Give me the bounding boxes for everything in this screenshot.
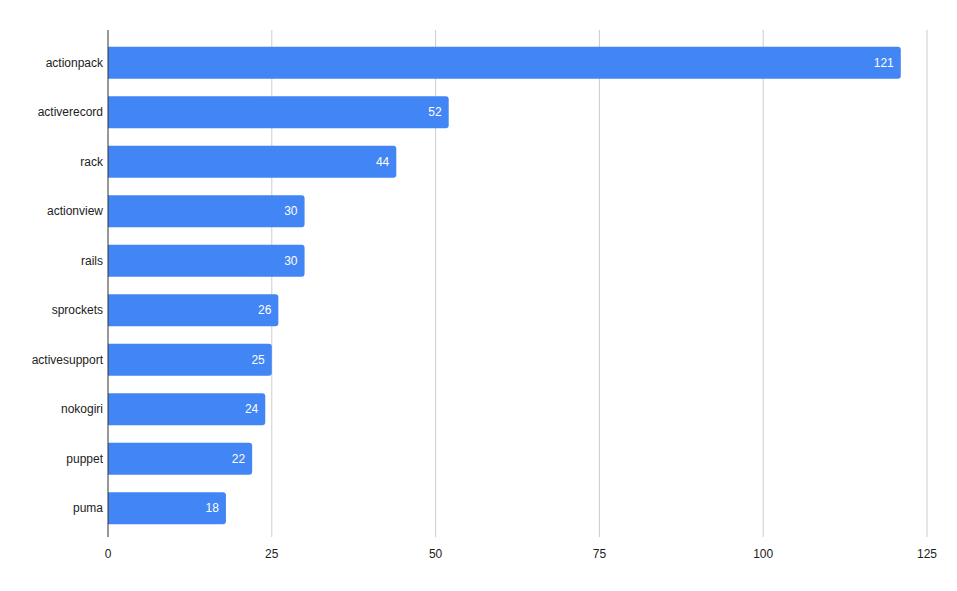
data-label: 52 (428, 105, 442, 119)
tick-label: 75 (593, 547, 607, 561)
data-label: 30 (284, 254, 298, 268)
tick-label: 0 (105, 547, 112, 561)
category-label: actionview (47, 204, 103, 218)
category-label: sprockets (52, 303, 103, 317)
bars (108, 47, 901, 525)
bar (108, 245, 305, 277)
bar (108, 344, 272, 376)
axis-line (108, 30, 109, 537)
bar (108, 393, 265, 425)
data-label: 24 (245, 402, 259, 416)
bar (108, 47, 901, 79)
tick-label: 50 (429, 547, 443, 561)
bar (108, 492, 226, 524)
value-axis-extent (108, 537, 927, 538)
data-label: 26 (258, 303, 272, 317)
category-label: rails (81, 254, 103, 268)
category-label: rack (80, 155, 104, 169)
grid-line (927, 30, 928, 537)
data-label: 30 (284, 204, 298, 218)
data-label: 44 (376, 155, 390, 169)
grid-line (599, 30, 600, 537)
data-label: 22 (232, 452, 246, 466)
chart-svg: 0 25 50 75 100 125 121 52 44 30 30 26 25 24 22 18 action… (0, 0, 957, 591)
data-label: 121 (874, 56, 894, 70)
category-label: activesupport (32, 353, 104, 367)
tick-label: 25 (265, 547, 279, 561)
tick-label: 125 (917, 547, 937, 561)
data-labels: 121 52 44 30 30 26 25 24 22 18 (206, 56, 895, 516)
data-label: 18 (206, 501, 220, 515)
bar (108, 146, 396, 178)
category-label: actionpack (46, 56, 104, 70)
chart-container: 0 25 50 75 100 125 121 52 44 30 30 26 25 24 22 18 action… (0, 0, 957, 591)
bar (108, 96, 449, 128)
data-label: 25 (251, 353, 265, 367)
grid-line (763, 30, 764, 537)
bar (108, 195, 305, 227)
category-label: puma (73, 501, 103, 515)
category-label: activerecord (38, 105, 103, 119)
bar (108, 294, 278, 326)
bar (108, 443, 252, 475)
category-label: nokogiri (61, 402, 103, 416)
tick-label: 100 (753, 547, 773, 561)
category-label: puppet (66, 452, 103, 466)
